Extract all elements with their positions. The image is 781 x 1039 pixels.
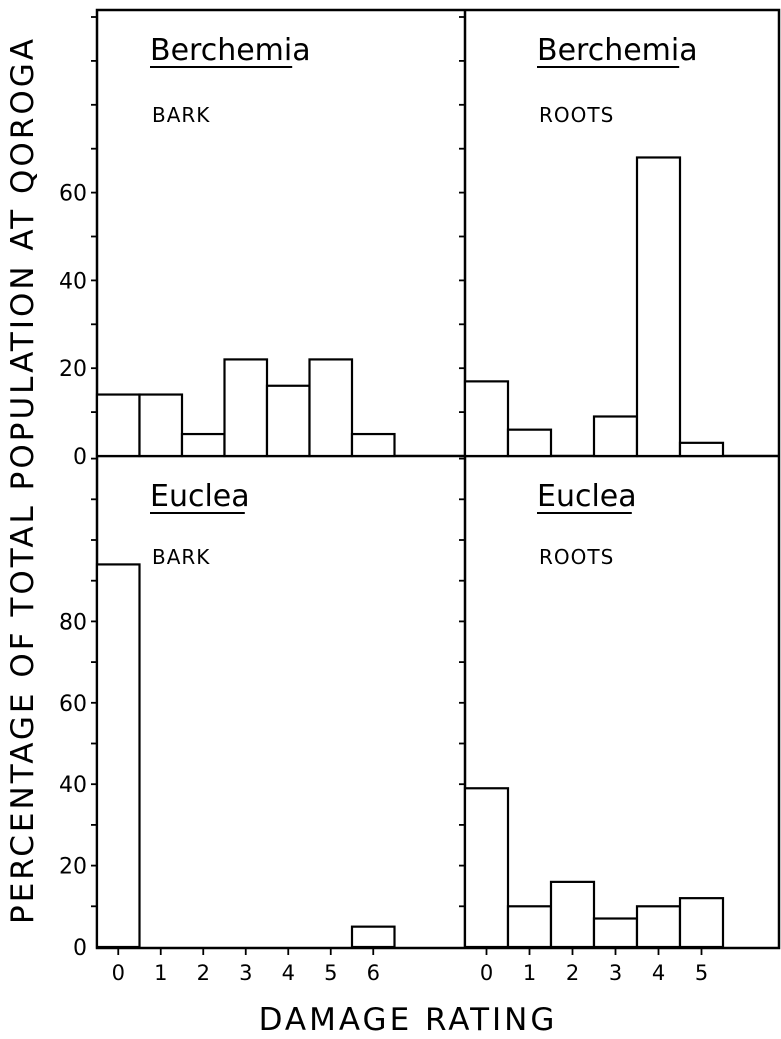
y-tick-label: 60 (59, 692, 87, 717)
x-tick-label: 6 (367, 961, 380, 985)
y-axis-title: PERCENTAGE OF TOTAL POPULATION AT QOROGA (5, 36, 41, 924)
bar-rating-6 (350, 432, 396, 458)
y-tick-label: 0 (73, 936, 87, 961)
panel-subtitle: BARK (152, 545, 210, 569)
panel-subtitle: BARK (152, 103, 210, 127)
y-tick-label: 40 (59, 773, 87, 798)
bar-rating-0 (463, 380, 510, 458)
bar-rating-4 (265, 384, 311, 458)
bar-rating-0 (95, 393, 141, 458)
x-tick-label: 2 (566, 961, 579, 985)
panel-title: Euclea (150, 479, 250, 514)
panel-title: Berchemia (537, 33, 698, 68)
bar-rating-5 (308, 358, 354, 458)
bar-rating-2 (180, 432, 226, 458)
bar-rating-4 (635, 905, 682, 949)
x-tick-label: 1 (523, 961, 536, 985)
y-tick-label: 60 (59, 182, 87, 207)
x-tick-label: 0 (112, 961, 125, 985)
y-tick-label: 0 (73, 445, 87, 470)
x-tick-label: 0 (480, 961, 493, 985)
x-tick-label: 3 (239, 961, 252, 985)
bar-rating-1 (506, 428, 553, 458)
panel-subtitle: ROOTS (539, 103, 614, 127)
panel-3: Euclea BARK 0 20 40 60 80 0 1 2 3 4 5 6 (59, 457, 396, 985)
bar-rating-1 (506, 905, 553, 949)
panel-title: Euclea (537, 479, 637, 514)
y-tick-label: 40 (59, 269, 87, 294)
y-tick-label: 80 (59, 610, 87, 635)
x-tick-label: 1 (154, 961, 167, 985)
y-tick-label: 20 (59, 357, 87, 382)
x-tick-label: 4 (282, 961, 295, 985)
bar-rating-3 (223, 358, 269, 458)
panels: BerchemiaBARK0204060BerchemiaROOTSEuclea… (59, 16, 725, 985)
bar-rating-5 (678, 897, 725, 949)
figure-frame (95, 8, 781, 950)
bar-rating-6 (350, 925, 396, 949)
panel-subtitle: ROOTS (539, 545, 614, 569)
x-tick-label: 5 (324, 961, 337, 985)
bar-rating-2 (549, 880, 596, 949)
x-tick-label: 3 (609, 961, 622, 985)
x-tick-label: 4 (652, 961, 665, 985)
panel-2: Berchemia ROOTS (459, 16, 725, 458)
bar-rating-3 (592, 415, 639, 458)
x-tick-label: 5 (695, 961, 708, 985)
bar-rating-0 (463, 787, 510, 949)
bar-rating-0 (95, 563, 141, 949)
bar-rating-3 (592, 917, 639, 949)
bar-rating-1 (138, 393, 184, 458)
bar-rating-4 (635, 156, 682, 458)
x-tick-label: 2 (197, 961, 210, 985)
y-tick-label: 20 (59, 855, 87, 880)
panel-4: Euclea ROOTS 0 1 2 3 4 5 (459, 457, 725, 985)
panel-1: Berchemia BARK 0 20 40 60 (59, 16, 396, 470)
bar-rating-5 (678, 441, 725, 458)
panel-title: Berchemia (150, 33, 311, 68)
x-axis-title: DAMAGE RATING (259, 1002, 558, 1038)
